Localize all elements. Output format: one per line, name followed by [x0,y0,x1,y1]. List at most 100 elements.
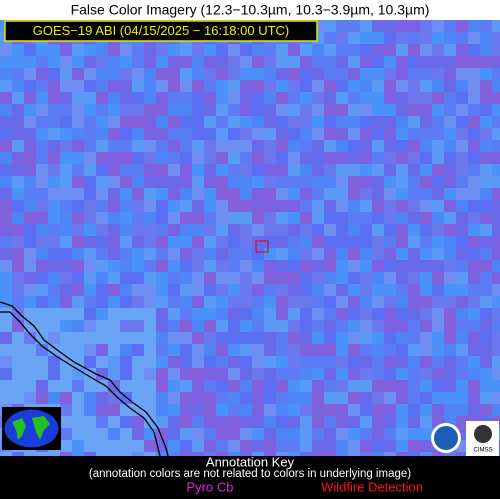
image-pixel [420,368,432,380]
image-pixel [384,32,396,44]
image-pixel [228,92,240,104]
image-pixel [0,104,12,116]
image-pixel [240,200,252,212]
image-pixel [96,176,108,188]
image-pixel [48,80,60,92]
image-pixel [144,56,156,68]
image-pixel [36,284,48,296]
image-pixel [252,236,264,248]
image-pixel [468,296,480,308]
image-pixel [60,320,72,332]
image-pixel [84,56,96,68]
image-pixel [396,56,408,68]
image-pixel [324,260,336,272]
image-pixel [168,296,180,308]
image-pixel [108,224,120,236]
image-pixel [336,272,348,284]
image-pixel [24,308,36,320]
image-pixel [120,212,132,224]
noaa-disc [434,426,458,450]
image-pixel [360,176,372,188]
image-pixel [396,32,408,44]
image-pixel [168,392,180,404]
image-pixel [300,428,312,440]
image-pixel [108,296,120,308]
image-pixel [48,248,60,260]
image-pixel [348,20,360,32]
image-pixel [72,92,84,104]
image-pixel [480,176,492,188]
image-pixel [276,68,288,80]
image-pixel [144,272,156,284]
label-box [4,20,318,42]
image-pixel [60,428,72,440]
image-pixel [288,260,300,272]
image-pixel [444,176,456,188]
image-pixel [180,440,192,452]
key-item: Pyro Cb [187,479,234,494]
image-pixel [36,164,48,176]
image-pixel [24,92,36,104]
image-pixel [0,320,12,332]
image-pixel [336,116,348,128]
image-pixel [108,140,120,152]
image-pixel [216,272,228,284]
image-pixel [120,176,132,188]
image-pixel [216,236,228,248]
image-pixel [276,236,288,248]
image-pixel [168,128,180,140]
image-pixel [336,440,348,452]
cimss-text: CIMSS [473,448,492,454]
image-pixel [444,260,456,272]
image-pixel [60,92,72,104]
image-pixel [480,104,492,116]
image-pixel [420,44,432,56]
image-pixel [132,344,144,356]
image-pixel [108,416,120,428]
image-pixel [456,140,468,152]
image-pixel [336,44,348,56]
image-pixel [240,248,252,260]
image-pixel [228,452,240,456]
image-pixel [72,260,84,272]
image-pixel [432,260,444,272]
image-pixel [384,380,396,392]
image-pixel [216,332,228,344]
image-pixel [180,56,192,68]
image-pixel [288,224,300,236]
image-pixel [216,368,228,380]
image-pixel [0,92,12,104]
image-pixel [0,152,12,164]
image-pixel [72,284,84,296]
image-pixel [408,356,420,368]
image-pixel [444,44,456,56]
image-pixel [120,368,132,380]
image-pixel [444,224,456,236]
image-pixel [408,296,420,308]
image-pixel [468,356,480,368]
image-pixel [444,32,456,44]
image-pixel [144,164,156,176]
image-pixel [0,164,12,176]
image-pixel [168,248,180,260]
image-pixel [0,392,12,404]
image-pixel [480,152,492,164]
image-pixel [264,404,276,416]
image-pixel [492,104,500,116]
image-pixel [264,176,276,188]
image-pixel [216,224,228,236]
image-pixel [84,80,96,92]
image-pixel [372,200,384,212]
image-pixel [120,440,132,452]
image-pixel [96,428,108,440]
image-pixel [228,56,240,68]
image-pixel [336,356,348,368]
image-pixel [132,152,144,164]
image-pixel [312,224,324,236]
image-pixel [96,188,108,200]
image-pixel [12,452,24,456]
image-pixel [348,392,360,404]
image-pixel [492,68,500,80]
image-pixel [456,320,468,332]
image-pixel [12,248,24,260]
